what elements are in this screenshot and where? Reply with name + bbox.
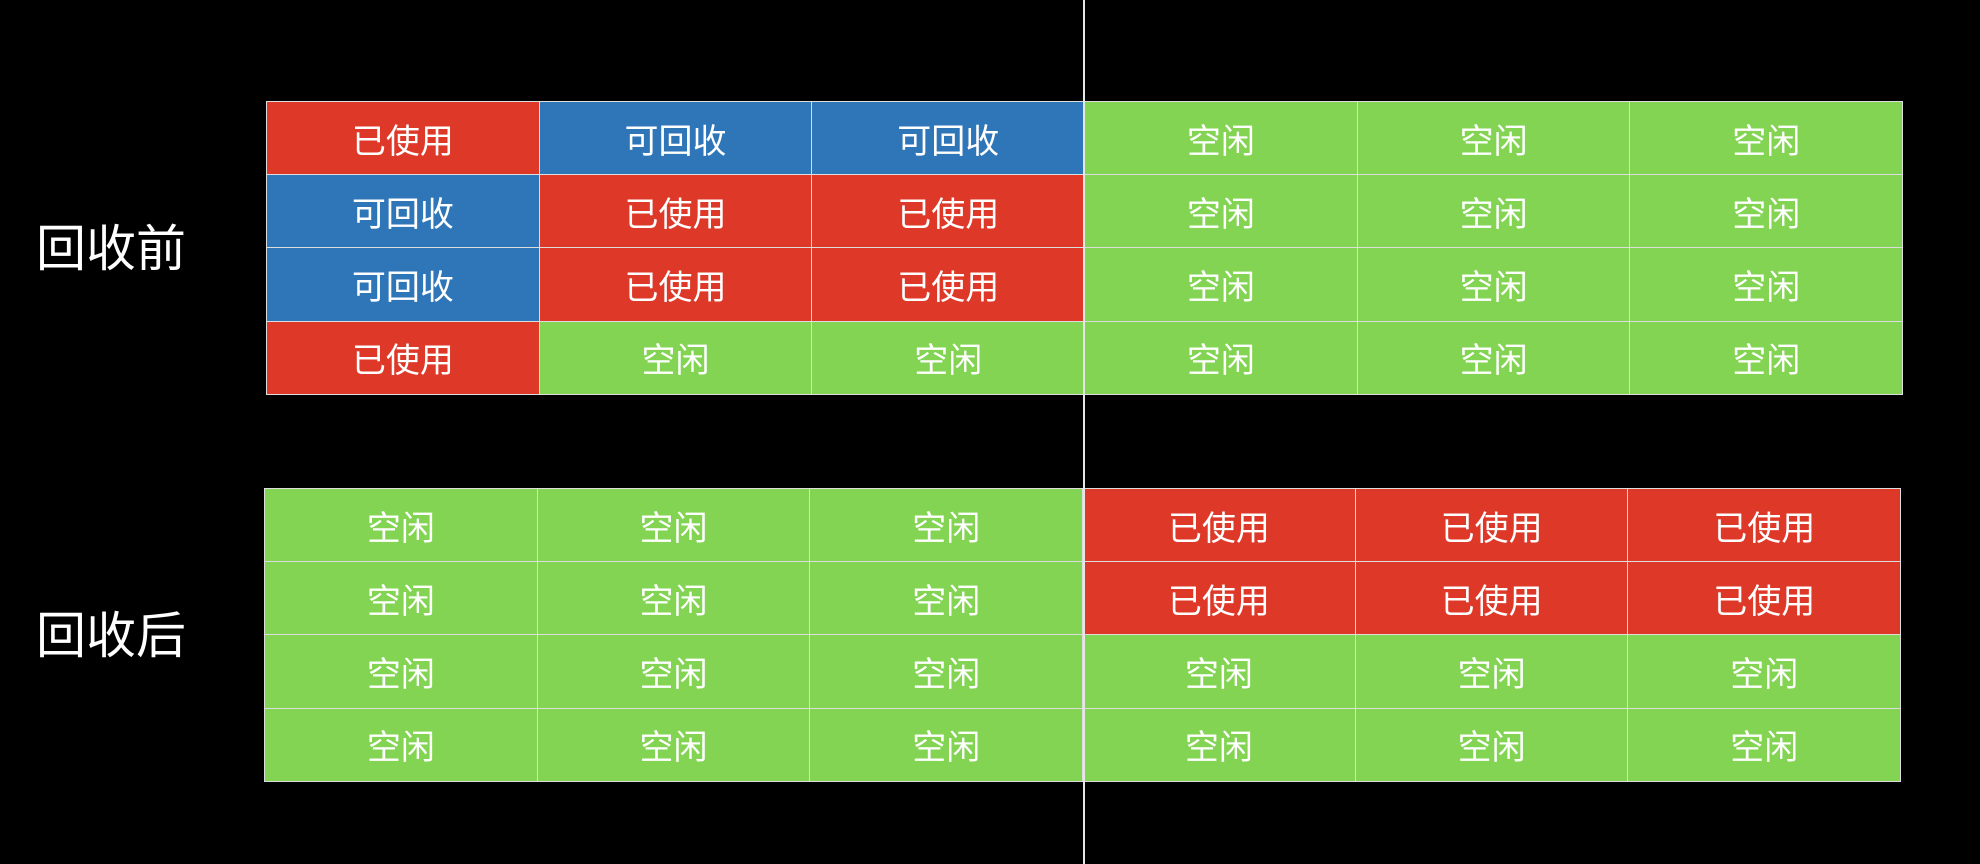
- memory-block-used: 已使用: [1083, 489, 1356, 563]
- memory-block-free: 空闲: [1083, 635, 1356, 709]
- memory-block-free: 空闲: [1085, 248, 1358, 322]
- section-label-before: 回收前: [36, 220, 186, 278]
- memory-block-free: 空闲: [1630, 175, 1904, 249]
- memory-block-reclaimable: 可回收: [812, 102, 1086, 176]
- memory-block-free: 空闲: [265, 562, 538, 636]
- memory-block-free: 空闲: [810, 489, 1084, 563]
- memory-block-used: 已使用: [1628, 562, 1902, 636]
- memory-grid-before: 已使用 可回收 可回收 空闲 空闲 空闲 可回收 已使用 已使用 空闲 空闲 空闲 可回收 已使用 已使用空…: [266, 101, 1904, 395]
- memory-block-free: 空闲: [812, 321, 1086, 395]
- memory-block-free: 空闲: [539, 321, 813, 395]
- memory-block-free: 空闲: [1357, 248, 1631, 322]
- memory-block-free: 空闲: [1085, 321, 1358, 395]
- memory-block-used: 已使用: [812, 248, 1086, 322]
- vertical-divider-line: [1083, 0, 1085, 864]
- memory-block-used: 已使用: [267, 102, 540, 176]
- memory-block-free: 空闲: [1630, 248, 1904, 322]
- memory-block-free: 空闲: [1357, 102, 1631, 176]
- memory-block-free: 空闲: [1355, 635, 1629, 709]
- memory-block-free: 空闲: [537, 489, 811, 563]
- memory-block-free: 空闲: [1083, 708, 1356, 782]
- memory-block-used: 已使用: [539, 175, 813, 249]
- memory-block-free: 空闲: [537, 635, 811, 709]
- memory-block-free: 空闲: [1628, 708, 1902, 782]
- memory-block-used: 已使用: [267, 321, 540, 395]
- memory-block-free: 空闲: [1355, 708, 1629, 782]
- memory-block-free: 空闲: [1085, 102, 1358, 176]
- memory-grid-after: 空闲 空闲 空闲 已使用 已使用 已使用 空闲 空闲 空闲 已使用 已使用 已使用 空闲 空闲 空闲 空闲 空闲…: [264, 488, 1902, 782]
- memory-block-free: 空闲: [265, 635, 538, 709]
- memory-block-used: 已使用: [539, 248, 813, 322]
- memory-block-used: 已使用: [1083, 562, 1356, 636]
- memory-block-free: 空闲: [1630, 102, 1904, 176]
- memory-block-free: 空闲: [1630, 321, 1904, 395]
- memory-block-used: 已使用: [1628, 489, 1902, 563]
- memory-block-reclaimable: 可回收: [267, 175, 540, 249]
- memory-block-free: 空闲: [537, 562, 811, 636]
- memory-block-free: 空闲: [265, 708, 538, 782]
- memory-block-free: 空闲: [810, 635, 1084, 709]
- memory-block-free: 空闲: [265, 489, 538, 563]
- memory-block-free: 空闲: [1357, 321, 1631, 395]
- memory-block-free: 空闲: [1357, 175, 1631, 249]
- memory-block-free: 空闲: [810, 708, 1084, 782]
- memory-block-used: 已使用: [1355, 489, 1629, 563]
- memory-block-used: 已使用: [1355, 562, 1629, 636]
- memory-block-reclaimable: 可回收: [539, 102, 813, 176]
- memory-block-free: 空闲: [810, 562, 1084, 636]
- memory-block-reclaimable: 可回收: [267, 248, 540, 322]
- memory-block-free: 空闲: [1085, 175, 1358, 249]
- memory-block-free: 空闲: [537, 708, 811, 782]
- memory-block-used: 已使用: [812, 175, 1086, 249]
- section-label-after: 回收后: [36, 607, 186, 665]
- memory-block-free: 空闲: [1628, 635, 1902, 709]
